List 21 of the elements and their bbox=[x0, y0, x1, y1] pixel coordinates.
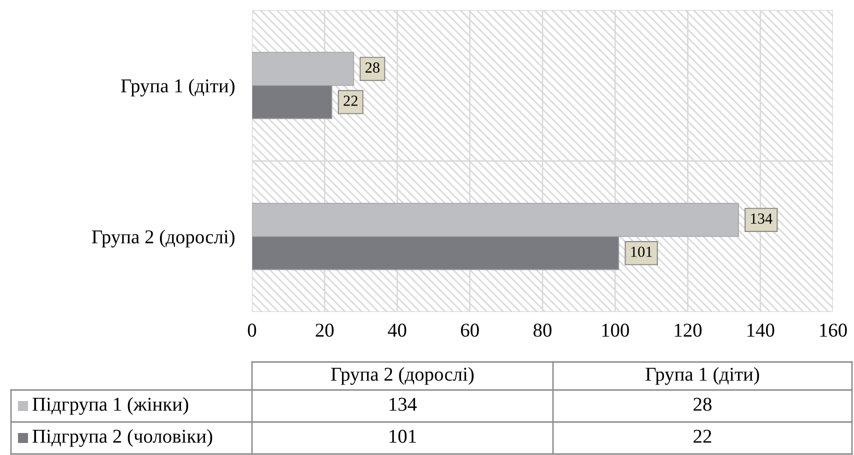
x-tick-label: 100 bbox=[602, 324, 629, 337]
category-label: Група 2 (дорослі) bbox=[331, 367, 474, 385]
data-label: 28 bbox=[365, 62, 380, 73]
x-tick-label: 20 bbox=[316, 324, 334, 337]
x-tick-label: 60 bbox=[460, 324, 479, 337]
legend-label: Підгрупа 2 (чоловіки) bbox=[32, 429, 212, 447]
x-tick-label: 80 bbox=[534, 324, 552, 337]
data-label: 134 bbox=[751, 213, 772, 224]
text: 28 bbox=[694, 398, 712, 411]
x-tick-label: 140 bbox=[748, 324, 774, 337]
data-label: 22 bbox=[344, 96, 358, 106]
x-tick-label: 40 bbox=[388, 324, 406, 337]
x-tick-label: 0 bbox=[248, 324, 256, 337]
legend-label: Підгрупа 1 (жінки) bbox=[32, 397, 188, 415]
x-tick-label: 120 bbox=[674, 324, 702, 337]
text: 101 bbox=[390, 430, 416, 443]
text: 22 bbox=[694, 430, 712, 443]
category-label: Група 1 (діти) bbox=[646, 367, 760, 385]
text: 134 bbox=[390, 398, 417, 411]
data-label: 101 bbox=[631, 246, 652, 257]
x-tick-label: 160 bbox=[820, 324, 847, 337]
